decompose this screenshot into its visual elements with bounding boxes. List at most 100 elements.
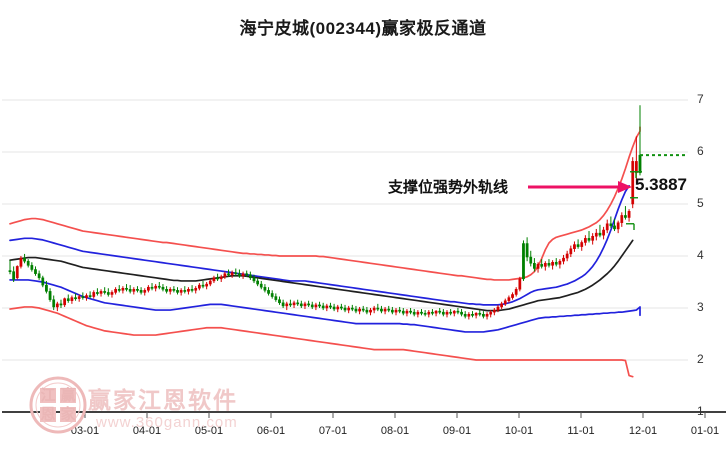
candle-body	[587, 238, 591, 241]
candle-body	[562, 257, 565, 262]
candle-body	[77, 296, 81, 299]
candle-body	[85, 295, 88, 298]
candle-body	[103, 291, 107, 293]
x-axis-label-3: 06-01	[256, 425, 286, 437]
x-axis-label-7: 10-01	[504, 425, 534, 437]
candle-body	[387, 308, 391, 311]
candle-body	[161, 286, 165, 290]
x-axis-label-10: 01-01	[690, 425, 720, 437]
candle-body	[525, 243, 529, 258]
candle-body	[340, 306, 343, 309]
candle-body	[8, 270, 12, 273]
candle-body	[471, 313, 474, 316]
y-axis-label-6: 6	[697, 144, 704, 158]
candle-body	[63, 298, 67, 306]
candle-body	[278, 299, 281, 304]
candle-body	[492, 309, 496, 313]
x-axis-label-2: 05-01	[194, 425, 224, 437]
candle-body	[485, 313, 489, 317]
candle-body	[281, 302, 285, 307]
candle-body	[238, 273, 241, 277]
candle-body	[511, 294, 514, 298]
candle-body	[627, 211, 631, 218]
candle-body	[591, 235, 595, 241]
candle-body	[478, 312, 482, 315]
candle-body	[165, 289, 168, 292]
candle-body	[416, 311, 420, 315]
candle-body	[81, 296, 85, 299]
axis-lines	[2, 411, 726, 418]
candle-body	[609, 223, 613, 227]
candle-body	[132, 289, 136, 292]
candle-body	[580, 242, 584, 247]
x-axis-label-0: 03-01	[70, 425, 100, 437]
candle-body	[405, 310, 409, 314]
candle-body	[456, 310, 460, 313]
candle-body	[605, 223, 609, 231]
candle-body	[285, 303, 289, 307]
candle-body	[121, 287, 125, 291]
candle-body	[401, 310, 405, 314]
candle-body	[398, 309, 402, 312]
candle-body	[441, 311, 445, 315]
candle-body	[536, 264, 540, 269]
candle-body	[543, 263, 547, 267]
candle-body	[376, 307, 380, 310]
candle-body	[263, 286, 267, 291]
candle-body	[616, 222, 620, 230]
candle-body	[584, 238, 587, 243]
candle-body	[540, 264, 544, 267]
support-line-annotation-value: 5.3887	[635, 175, 687, 194]
candle-body	[147, 286, 150, 291]
candlestick-series	[8, 105, 642, 320]
candle-body	[514, 289, 518, 295]
candle-body	[37, 273, 41, 279]
annotation-arrow-head	[618, 181, 632, 193]
candle-body	[205, 283, 209, 287]
candle-body	[183, 290, 187, 292]
candle-body	[252, 277, 256, 282]
candle-body	[219, 276, 223, 280]
candle-body	[434, 310, 438, 314]
candle-body	[245, 273, 249, 276]
x-axis-label-8: 11-01	[567, 425, 595, 437]
candle-body	[365, 309, 369, 313]
candle-body	[48, 291, 52, 300]
candle-body	[106, 292, 110, 295]
y-axis-label-2: 2	[697, 352, 704, 366]
candle-body	[172, 289, 176, 291]
candle-body	[110, 292, 114, 295]
candle-body	[551, 261, 554, 266]
candle-body	[197, 284, 201, 289]
candle-body	[624, 215, 627, 218]
candle-body	[438, 310, 442, 313]
candle-body	[267, 290, 270, 294]
candle-body	[88, 295, 92, 297]
candle-body	[70, 297, 74, 301]
candle-body	[45, 284, 48, 292]
candle-body	[256, 280, 260, 285]
candle-body	[74, 297, 77, 300]
support-line-annotation-label: 支撑位强势外轨线	[388, 179, 509, 196]
candle-body	[318, 304, 321, 307]
candle-body	[598, 232, 602, 236]
candle-body	[503, 300, 507, 305]
candle-body	[292, 302, 296, 306]
candle-body	[150, 286, 154, 289]
candle-body	[431, 311, 434, 314]
candle-body	[329, 305, 332, 308]
candle-body	[234, 272, 238, 275]
candle-body	[474, 312, 478, 316]
page-title: 海宁皮城(002344)赢家极反通道	[239, 19, 487, 38]
candle-body	[423, 312, 427, 315]
candle-body	[547, 263, 551, 266]
candle-body	[573, 244, 576, 249]
candle-body	[529, 256, 533, 264]
candle-body	[296, 302, 300, 305]
candle-body	[343, 307, 347, 311]
candle-body	[452, 310, 456, 314]
candle-body	[216, 277, 219, 280]
x-axis-label-4: 07-01	[318, 425, 348, 437]
